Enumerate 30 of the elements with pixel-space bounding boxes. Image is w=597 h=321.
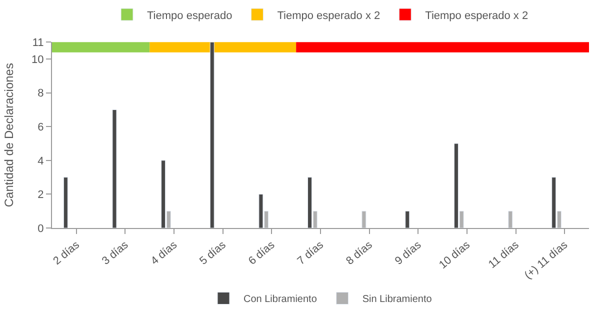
bar <box>210 42 214 228</box>
bar <box>63 177 68 228</box>
x-tick-label: 7 días <box>295 238 326 268</box>
y-tick-label: 10 <box>32 54 44 66</box>
y-axis-title: Cantidad de Declaraciones <box>2 63 16 208</box>
y-tick-label: 4 <box>38 155 44 168</box>
x-tick-label: 2 días <box>51 238 82 268</box>
y-tick-label: 0 <box>38 222 44 235</box>
bar <box>112 109 117 228</box>
bar <box>362 210 366 228</box>
legend-label: Tiempo esperado x 2 <box>425 10 528 22</box>
x-tick-label: 4 días <box>148 238 180 268</box>
y-tick-label: 2 <box>38 189 44 202</box>
x-tick-label: 9 días <box>392 238 424 268</box>
y-tick-label: 6 <box>38 121 44 134</box>
y-tick-label: 11 <box>32 37 44 49</box>
x-tick-label: 5 días <box>198 238 229 268</box>
x-tick-label: 8 días <box>344 238 376 268</box>
x-tick-label: 10 días <box>437 238 473 272</box>
x-tick-label: (+) 11 días <box>522 238 570 282</box>
bar <box>405 210 410 228</box>
legend-label: Tiempo esperado x 2 <box>277 10 380 22</box>
x-tick-label: 3 días <box>100 238 132 268</box>
legend-label: Sin Libramiento <box>362 294 432 306</box>
legend-label: Con Libramiento <box>244 294 318 306</box>
y-tick-label: 8 <box>38 88 44 100</box>
x-tick-label: 6 días <box>246 238 278 268</box>
legend-label: Tiempo esperado <box>147 10 232 22</box>
bar <box>508 210 513 228</box>
x-tick-label: 11 días <box>486 238 522 271</box>
